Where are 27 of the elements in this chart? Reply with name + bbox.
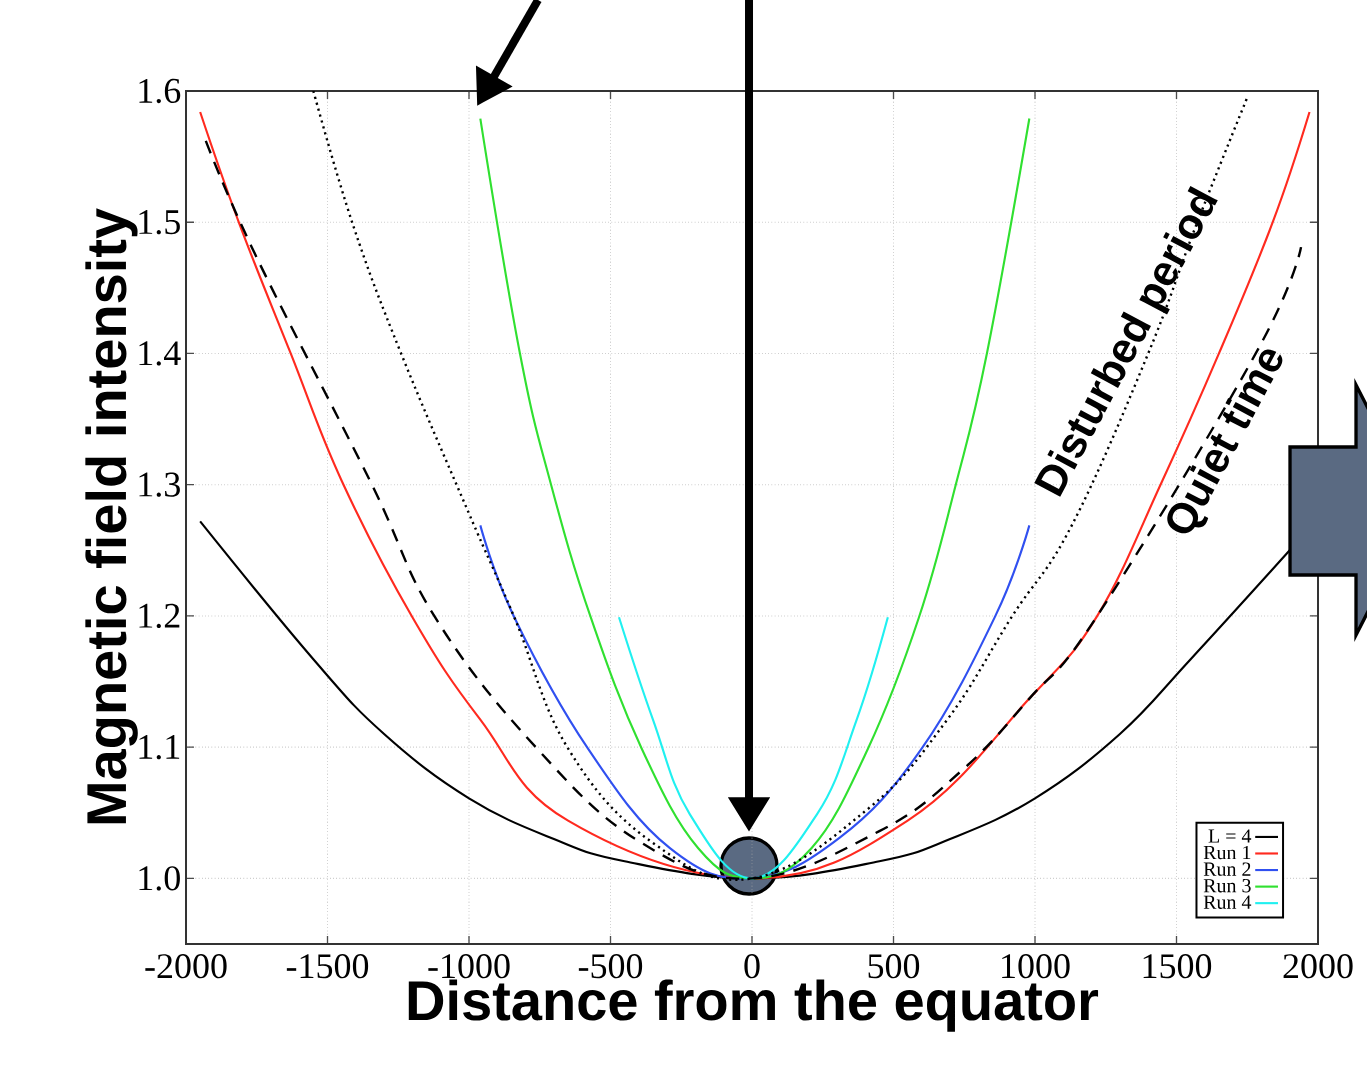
legend-label: Run 4: [1203, 895, 1252, 909]
y-tick-label: 1.5: [139, 210, 180, 235]
line-series: [479, 524, 1031, 880]
x-tick-label: -500: [578, 954, 643, 979]
y-tick-label: 1.6: [139, 78, 181, 104]
x-tick-label: 1000: [1002, 954, 1070, 979]
x-tick-label: 1500: [1143, 954, 1212, 979]
legend-label: Run 3: [1203, 878, 1251, 893]
y-tick-label: 1.4: [139, 341, 181, 366]
text: Quiet time: [1167, 349, 1283, 534]
x-axis-title: Distance from the equator: [408, 979, 1099, 1032]
x-tick-label: -1500: [286, 954, 369, 979]
y-tick-label: 1.1: [139, 734, 180, 760]
legend-label: L = 4: [1208, 829, 1252, 843]
legend-label: Run 1: [1203, 845, 1251, 860]
legend-label: Run 2: [1203, 862, 1251, 876]
x-tick-label: -2000: [145, 954, 227, 979]
y-tick-label: 1.2: [139, 603, 180, 629]
y-tick-label: 1.0: [139, 866, 180, 891]
x-tick-label: -1000: [428, 954, 510, 979]
x-tick-label: 2000: [1283, 954, 1353, 979]
x-tick-label: 0: [744, 954, 760, 979]
y-axis-title: Magnetic field intensity: [85, 208, 138, 824]
y-tick-label: 1.3: [139, 472, 180, 497]
line-series: [617, 616, 889, 880]
x-tick-label: 500: [868, 954, 920, 979]
line-series: [479, 117, 1031, 880]
